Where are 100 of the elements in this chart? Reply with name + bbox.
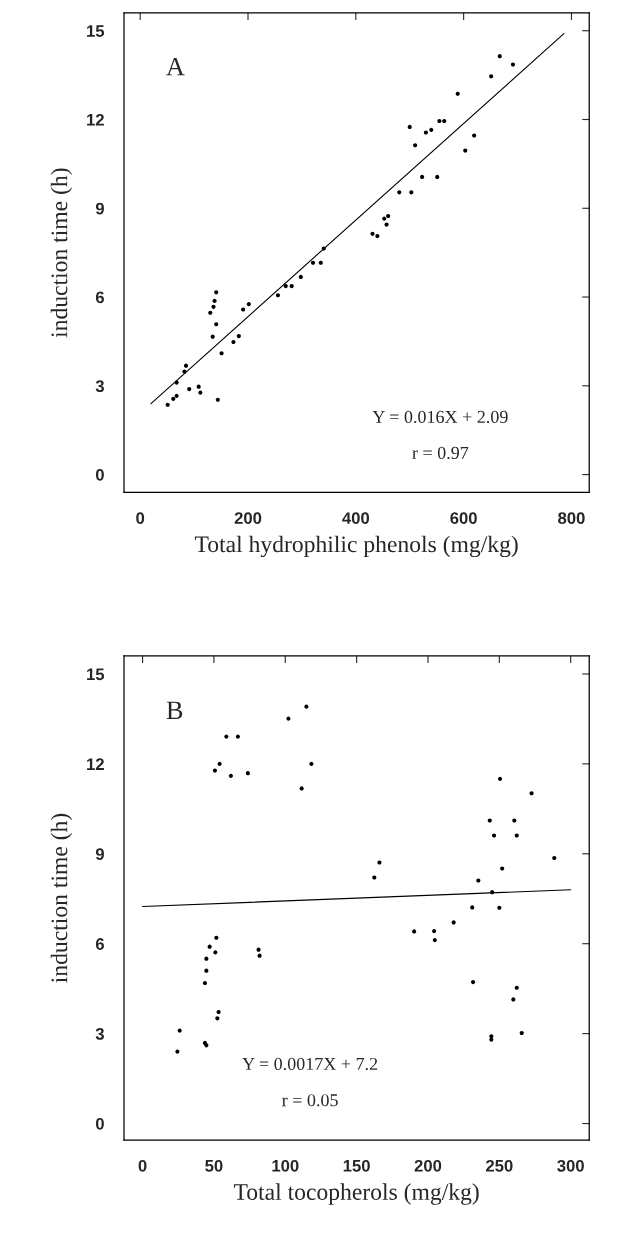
point: [382, 216, 387, 221]
y-tick-label: 0: [95, 1117, 104, 1130]
y-tick-label: 6: [95, 938, 104, 950]
point: [409, 190, 414, 195]
annotation: Y = 0.016X + 2.09: [372, 410, 508, 424]
point: [377, 860, 382, 865]
annotation: B: [166, 701, 183, 719]
point: [212, 768, 217, 773]
point: [219, 351, 224, 356]
point: [216, 1009, 221, 1015]
x-tick-label: 600: [450, 512, 477, 525]
point: [442, 118, 447, 124]
y-tick-label: 12: [87, 113, 104, 126]
y-tick-label: 9: [95, 848, 104, 860]
point: [241, 307, 246, 312]
x-tick-label: 200: [234, 512, 262, 525]
point: [435, 174, 440, 179]
point: [412, 929, 417, 934]
point: [245, 771, 250, 776]
y-tick-label: 9: [95, 202, 104, 215]
point: [213, 950, 218, 955]
x-tick-label: 200: [414, 1159, 442, 1172]
x-tick-label: 250: [486, 1159, 513, 1172]
point: [174, 393, 179, 398]
point: [283, 284, 288, 289]
point: [246, 302, 251, 307]
point: [472, 133, 477, 138]
point: [214, 322, 219, 327]
point: [214, 290, 219, 295]
y-tick-label: 0: [95, 468, 104, 481]
point: [413, 143, 418, 148]
x-tick-label: 0: [136, 512, 145, 525]
point: [423, 130, 428, 135]
point: [519, 1030, 524, 1036]
annotation: Y = 0.0017X + 7.2: [242, 1057, 378, 1071]
annotation: r = 0.05: [282, 1094, 338, 1107]
point: [552, 855, 557, 861]
x-axis-title: Total hydrophilic phenols (mg/kg): [194, 535, 518, 558]
point: [177, 1028, 182, 1033]
point: [463, 148, 468, 153]
y-tick-label: 3: [95, 380, 104, 393]
point: [470, 905, 475, 910]
point: [207, 944, 212, 949]
point: [318, 260, 323, 265]
y-tick-label: 6: [95, 291, 104, 304]
point: [497, 776, 503, 781]
point: [372, 875, 377, 880]
point: [171, 396, 176, 401]
point: [183, 363, 189, 368]
x-tick-label: 150: [343, 1159, 370, 1172]
point: [386, 213, 391, 219]
x-tick-label: 100: [272, 1159, 299, 1172]
point: [429, 127, 434, 132]
y-tick-label: 15: [87, 668, 105, 681]
x-tick-label: 300: [557, 1159, 584, 1172]
point: [500, 866, 505, 871]
point: [211, 304, 216, 309]
point: [370, 231, 375, 236]
x-tick-label: 800: [558, 512, 585, 525]
point: [214, 935, 219, 940]
point: [236, 334, 241, 339]
y-axis-title: induction time (h): [50, 168, 73, 338]
point: [514, 833, 519, 838]
y-tick-label: 3: [95, 1028, 104, 1040]
annotation: r = 0.97: [412, 446, 469, 460]
point: [204, 956, 209, 961]
point: [289, 284, 294, 289]
point: [437, 118, 442, 124]
point: [228, 773, 233, 778]
point: [210, 334, 215, 339]
point: [397, 190, 402, 195]
point: [196, 384, 201, 389]
point: [407, 124, 412, 129]
point: [204, 968, 209, 973]
point: [514, 985, 519, 990]
y-axis-title: induction time (h): [50, 813, 73, 983]
annotation: A: [166, 57, 185, 76]
x-tick-label: 50: [205, 1159, 223, 1172]
point: [212, 298, 217, 303]
point: [215, 397, 220, 402]
point: [235, 734, 240, 739]
point: [375, 234, 380, 239]
point: [470, 979, 476, 985]
point: [310, 260, 316, 265]
point: [489, 74, 494, 79]
point: [384, 222, 389, 227]
y-tick-label: 15: [87, 25, 105, 37]
x-tick-label: 0: [138, 1159, 147, 1172]
point: [497, 54, 502, 59]
point: [487, 818, 492, 823]
point: [432, 938, 437, 943]
point: [208, 310, 213, 315]
x-axis-title: Total tocopherols (mg/kg): [233, 1183, 479, 1205]
point: [187, 386, 192, 392]
point: [309, 761, 314, 766]
point: [510, 62, 516, 67]
point: [202, 980, 208, 986]
point: [215, 1016, 220, 1021]
x-tick-label: 400: [342, 512, 370, 525]
point: [432, 929, 437, 934]
